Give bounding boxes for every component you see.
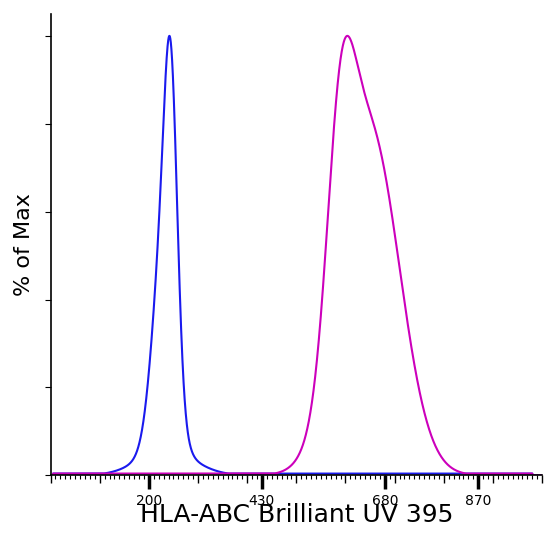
Y-axis label: % of Max: % of Max	[14, 193, 34, 296]
X-axis label: HLA-ABC Brilliant UV 395: HLA-ABC Brilliant UV 395	[140, 503, 453, 527]
